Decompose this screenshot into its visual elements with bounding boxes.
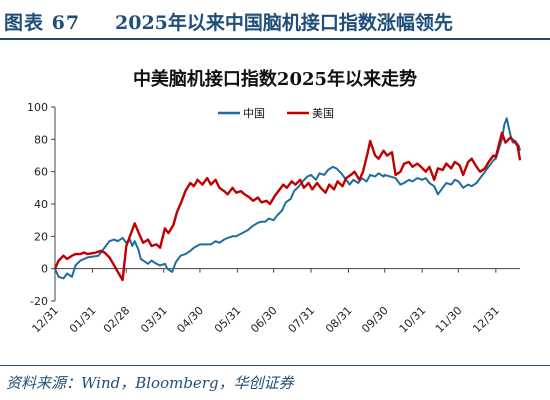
x-tick-label: 12/31 [30, 304, 62, 336]
x-tick-label: 05/31 [212, 304, 244, 336]
x-tick-label: 11/30 [433, 304, 465, 336]
x-tick-label: 10/31 [397, 304, 429, 336]
series-line-china [54, 117, 521, 280]
figure-title: 2025年以来中国脑机接口指数涨幅领先 [115, 12, 453, 34]
x-tick-label: 12/31 [470, 304, 502, 336]
source-note: 资料来源：Wind，Bloomberg，华创证券 [6, 374, 294, 392]
x-tick-label: 08/31 [323, 304, 355, 336]
legend-label-usa: 美国 [312, 107, 334, 120]
y-tick-label: 0 [41, 263, 48, 276]
x-tick-label: 07/31 [286, 304, 318, 336]
chart-title: 中美脑机接口指数2025年以来走势 [132, 69, 418, 90]
legend-label-china: 中国 [243, 107, 265, 120]
y-tick-label: -20 [30, 295, 48, 308]
header-rule [0, 38, 550, 40]
footer-rule [0, 365, 550, 366]
y-tick-label: 100 [27, 101, 48, 114]
x-tick-label: 04/30 [174, 304, 206, 336]
y-tick-label: 40 [34, 198, 48, 211]
x-tick-label: 02/28 [101, 304, 133, 336]
x-tick-label: 09/30 [359, 304, 391, 336]
series-line-usa [53, 131, 522, 282]
x-tick-label: 06/30 [248, 304, 280, 336]
y-tick-label: 20 [34, 230, 48, 243]
y-tick-label: 80 [34, 133, 48, 146]
x-tick-label: 03/31 [138, 304, 170, 336]
x-tick-label: 01/31 [67, 304, 99, 336]
y-tick-label: 60 [34, 166, 48, 179]
figure-number: 图表 67 [4, 12, 81, 34]
figure-header: 图表 67 2025年以来中国脑机接口指数涨幅领先 [0, 0, 550, 40]
